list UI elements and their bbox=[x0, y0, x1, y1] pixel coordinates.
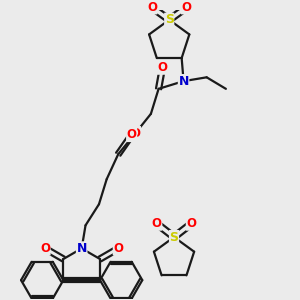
Text: O: O bbox=[186, 217, 196, 230]
Text: O: O bbox=[182, 1, 191, 14]
Text: O: O bbox=[113, 242, 123, 255]
Text: O: O bbox=[130, 127, 140, 140]
Text: S: S bbox=[165, 13, 174, 26]
Text: O: O bbox=[127, 128, 137, 142]
Text: N: N bbox=[76, 242, 87, 255]
Text: O: O bbox=[147, 1, 157, 14]
Text: N: N bbox=[178, 75, 189, 88]
Text: S: S bbox=[169, 231, 178, 244]
Text: O: O bbox=[40, 242, 50, 255]
Text: O: O bbox=[158, 61, 167, 74]
Text: O: O bbox=[152, 217, 162, 230]
